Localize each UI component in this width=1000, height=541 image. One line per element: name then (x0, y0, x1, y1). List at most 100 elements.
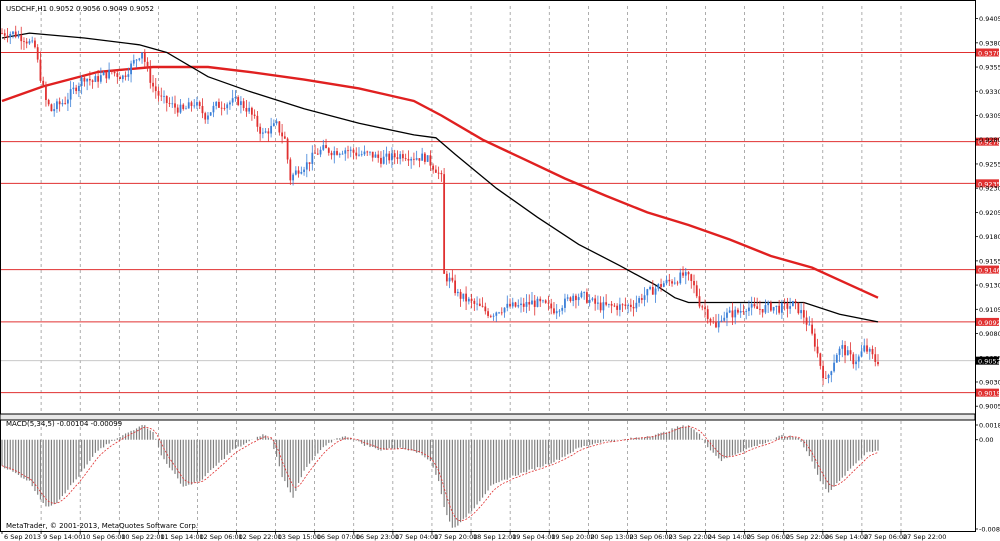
candle-body (533, 300, 536, 307)
candle-body (693, 280, 695, 286)
candle-body (473, 300, 476, 304)
level-label: 0.9370 (978, 50, 1000, 58)
candle-body (176, 107, 179, 113)
candle-body (404, 158, 407, 160)
price-axis: 0.94050.93800.93550.93300.93050.92800.92… (975, 15, 1000, 534)
candle-body (599, 302, 602, 311)
candle-body (322, 145, 325, 150)
horizontal-levels[interactable]: 0.9370 0.9278 0.9235 0.9146 0.9092 0.9019 0.90… (0, 48, 1000, 398)
time-tick-label: 27 Sep 06:00 (864, 533, 907, 541)
candle-body (632, 306, 635, 309)
candle-body (338, 153, 341, 155)
candle-body (50, 104, 53, 112)
candle-body (234, 97, 237, 99)
candle-body (303, 169, 305, 172)
time-tick-label: 20 Sep 13:00 (590, 533, 633, 541)
time-tick-label: 10 Sep 22:00 (121, 533, 164, 541)
candle-body (223, 107, 226, 109)
candle-body (470, 298, 473, 301)
candle-body (31, 40, 34, 42)
candle-body (569, 297, 572, 302)
candle-body (146, 61, 149, 68)
candle-body (525, 302, 528, 307)
candle-body (12, 31, 14, 34)
candle-body (794, 301, 797, 303)
price-candles (1, 25, 879, 386)
candle-body (800, 310, 803, 314)
candle-body (141, 52, 143, 59)
time-tick-label: 27 Sep 22:00 (903, 533, 946, 541)
candle-body (34, 40, 36, 48)
candle-body (802, 310, 805, 318)
candle-body (174, 103, 176, 108)
candle-body (728, 310, 731, 313)
candle-body (209, 112, 212, 116)
candle-body (624, 304, 627, 306)
candle-body (185, 108, 187, 110)
candle-body (9, 33, 12, 38)
candle-body (498, 312, 500, 314)
candle-body (462, 293, 465, 299)
candle-body (88, 78, 91, 81)
candle-body (649, 287, 651, 290)
candle-body (522, 303, 525, 307)
candle-body (193, 105, 196, 107)
candle-body (838, 348, 841, 355)
candle-body (575, 295, 577, 301)
candle-body (261, 132, 264, 134)
candle-body (336, 151, 338, 155)
price-tick-label: 0.9280 (979, 136, 1000, 144)
candle-body (187, 102, 190, 109)
candle-body (517, 305, 520, 307)
candle-body (360, 154, 363, 156)
candle-body (874, 354, 877, 362)
level-label: 0.9278 (978, 139, 1000, 147)
candle-body (56, 101, 58, 110)
candle-body (391, 153, 393, 161)
candle-body (654, 288, 657, 295)
level-label: 0.9235 (978, 180, 1000, 188)
candle-body (248, 107, 251, 112)
window-separator[interactable] (0, 413, 976, 421)
time-tick-label: 16 Sep 23:00 (356, 533, 399, 541)
candle-body (138, 58, 141, 60)
candle-body (514, 302, 517, 307)
candle-body (855, 361, 857, 365)
candle-body (456, 291, 459, 294)
candle-body (440, 173, 443, 175)
candle-body (327, 148, 330, 153)
time-tick-label: 12 Sep 22:00 (239, 533, 282, 541)
candle-body (344, 150, 347, 154)
time-tick-label: 9 Sep 14:00 (43, 533, 82, 541)
candle-body (739, 311, 742, 313)
candle-body (3, 33, 6, 36)
macd-signal-line (1, 426, 879, 522)
candle-body (564, 298, 566, 308)
candle-body (237, 97, 240, 105)
candle-body (715, 322, 717, 328)
candle-body (374, 154, 377, 158)
candle-body (797, 302, 800, 314)
candle-body (745, 311, 748, 312)
candle-body (17, 34, 20, 37)
candle-body (561, 307, 564, 311)
candle-body (443, 174, 446, 274)
candle-body (72, 87, 75, 90)
candle-body (580, 292, 583, 298)
candle-body (366, 151, 369, 153)
candle-body (610, 303, 613, 306)
candle-body (594, 298, 597, 304)
candle-body (67, 99, 69, 104)
candle-body (42, 80, 45, 86)
candle-body (583, 292, 586, 293)
candle-body (124, 75, 127, 77)
level-badge (976, 317, 999, 326)
candle-body (687, 272, 690, 275)
time-tick-label: 19 Sep 04:00 (512, 533, 555, 541)
macd-tick-label: 0.0018 (979, 422, 1000, 430)
candle-body (423, 153, 426, 162)
candle-body (539, 298, 542, 302)
candle-body (407, 158, 410, 161)
candle-body (668, 279, 671, 282)
